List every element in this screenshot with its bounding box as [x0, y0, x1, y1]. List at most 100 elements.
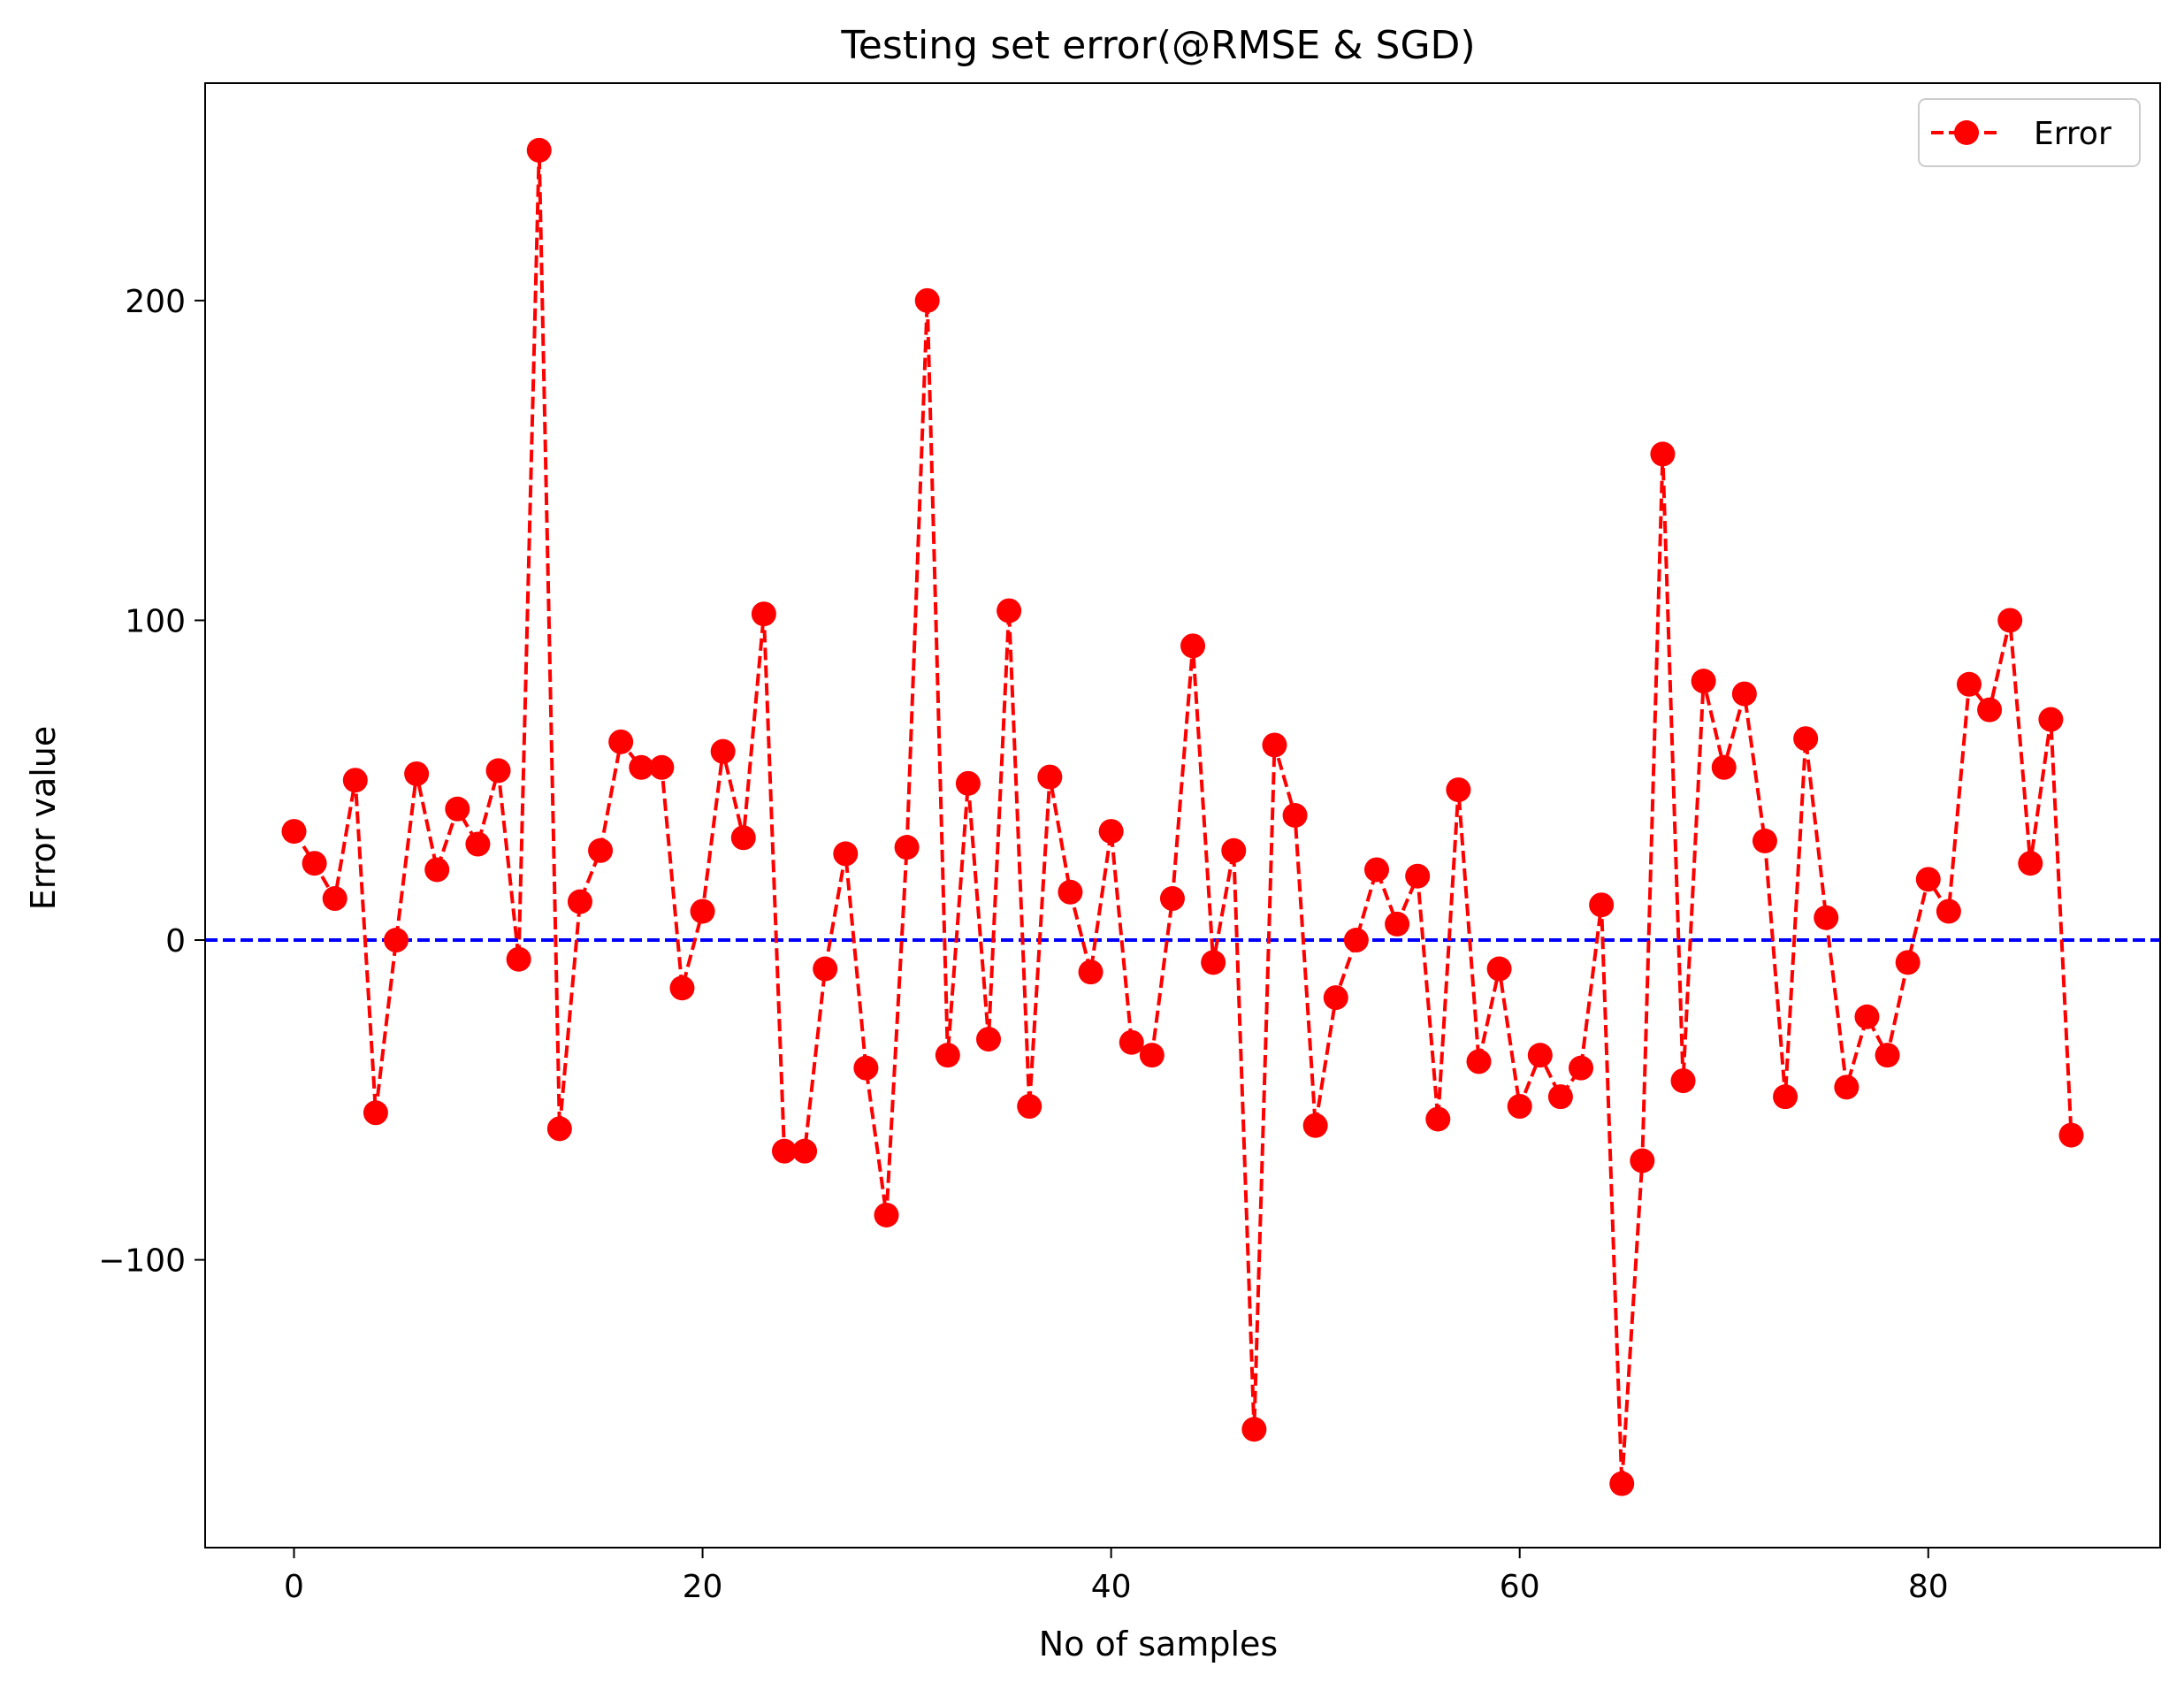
- x-tick-label: 80: [1908, 1569, 1949, 1605]
- data-point: [1731, 681, 1757, 707]
- data-point: [1691, 669, 1716, 694]
- data-point: [669, 975, 695, 1001]
- data-point: [751, 601, 776, 627]
- data-point: [1977, 697, 2003, 723]
- data-point: [1956, 671, 1982, 697]
- y-axis: −100 0 100 200: [98, 284, 205, 1280]
- data-point: [997, 598, 1022, 623]
- data-point: [976, 1027, 1002, 1052]
- data-point: [1425, 1106, 1451, 1132]
- x-axis-label: No of samples: [1039, 1625, 1278, 1663]
- legend-marker-swatch: [1954, 120, 1979, 145]
- plot-area: [204, 82, 2161, 1549]
- data-point: [2038, 707, 2064, 732]
- data-point: [1221, 837, 1247, 863]
- data-point: [874, 1202, 899, 1227]
- data-point: [2018, 851, 2043, 876]
- data-point: [485, 758, 511, 784]
- data-point: [302, 851, 327, 876]
- x-tick-label: 40: [1091, 1569, 1132, 1605]
- data-point: [546, 1116, 572, 1142]
- data-point: [1405, 863, 1431, 889]
- data-point: [342, 768, 368, 793]
- data-point: [1302, 1113, 1328, 1138]
- data-point: [853, 1055, 879, 1081]
- plot-frame: [204, 82, 2161, 1549]
- y-tick-label: −100: [98, 1243, 186, 1280]
- data-point: [1630, 1148, 1655, 1174]
- data-point: [424, 857, 450, 883]
- data-point: [1201, 950, 1226, 975]
- data-point: [608, 729, 634, 754]
- data-point: [363, 1100, 388, 1126]
- data-point: [1282, 803, 1308, 828]
- data-point: [1139, 1043, 1165, 1068]
- data-point: [1569, 1055, 1594, 1081]
- data-point: [1670, 1068, 1696, 1094]
- data-point: [1854, 1004, 1880, 1029]
- data-point: [1180, 633, 1206, 659]
- data-point: [894, 835, 920, 860]
- y-axis-label: Error value: [24, 726, 63, 911]
- data-point: [771, 1138, 797, 1164]
- x-axis: 0 20 40 60 80: [284, 1548, 1949, 1605]
- data-point: [792, 1138, 818, 1164]
- data-point: [1507, 1094, 1532, 1120]
- legend-box: [1918, 98, 2141, 167]
- data-point: [1711, 754, 1737, 780]
- chart-title: Testing set error(@RMSE & SGD): [840, 23, 1475, 68]
- data-point: [1915, 867, 1941, 892]
- data-point: [465, 831, 491, 857]
- data-point: [445, 796, 470, 822]
- data-point: [1793, 726, 1819, 752]
- data-point: [1058, 879, 1083, 905]
- data-point: [1814, 905, 1839, 930]
- y-tick-label: 100: [125, 603, 186, 639]
- data-point: [1241, 1417, 1267, 1442]
- data-point: [1363, 857, 1389, 883]
- data-point: [935, 1043, 960, 1068]
- data-point: [1752, 828, 1777, 853]
- data-point: [1834, 1074, 1859, 1100]
- data-point: [1262, 732, 1287, 758]
- y-tick-label: 0: [165, 923, 186, 960]
- data-point: [690, 899, 715, 924]
- data-point: [730, 825, 756, 851]
- data-point: [322, 886, 347, 912]
- data-point: [1037, 764, 1063, 790]
- data-point: [1997, 608, 2023, 633]
- data-point: [1323, 985, 1348, 1011]
- data-point: [710, 738, 736, 764]
- data-point: [384, 928, 409, 953]
- data-point: [526, 137, 552, 163]
- data-point: [281, 819, 307, 845]
- data-point: [833, 841, 859, 867]
- data-point: [1609, 1471, 1635, 1496]
- data-point: [1527, 1043, 1553, 1068]
- x-tick-label: 0: [284, 1569, 304, 1605]
- data-point: [588, 837, 614, 863]
- data-point: [1650, 441, 1676, 467]
- data-point: [1486, 956, 1512, 982]
- x-tick-label: 20: [683, 1569, 723, 1605]
- y-tick-label: 200: [125, 284, 186, 320]
- data-point: [1078, 960, 1103, 985]
- data-point: [955, 770, 981, 796]
- data-point: [1589, 892, 1615, 918]
- data-point: [1875, 1043, 1900, 1068]
- x-tick-label: 60: [1500, 1569, 1540, 1605]
- data-point: [1547, 1084, 1573, 1110]
- data-point: [813, 956, 838, 982]
- legend: Error: [1918, 98, 2141, 167]
- data-point: [567, 889, 592, 914]
- series-line-error: [292, 148, 2073, 1486]
- data-point: [1936, 899, 1961, 924]
- data-point: [1098, 819, 1124, 845]
- data-point: [1343, 928, 1369, 953]
- data-point: [629, 754, 654, 780]
- data-point: [506, 946, 531, 972]
- data-point: [1466, 1049, 1492, 1074]
- data-point: [1895, 950, 1921, 975]
- data-point: [1017, 1094, 1042, 1120]
